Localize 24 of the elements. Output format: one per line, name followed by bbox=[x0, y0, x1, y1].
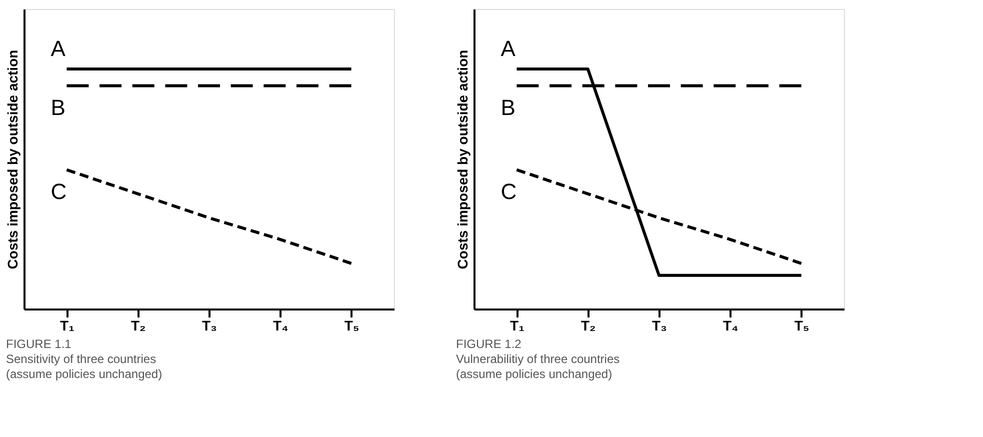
series-label: A bbox=[50, 36, 66, 61]
x-tick-label: T₂ bbox=[130, 318, 146, 334]
x-tick-label: T₄ bbox=[273, 318, 288, 334]
text: (assume policies unchanged) bbox=[6, 367, 162, 381]
x-tick-label: T₅ bbox=[794, 318, 810, 334]
x-tick-label: T₃ bbox=[202, 318, 218, 334]
series-label: B bbox=[50, 94, 66, 120]
series-label: C bbox=[50, 178, 67, 204]
series-label: C bbox=[500, 178, 517, 204]
text: (assume policies unchanged) bbox=[456, 367, 612, 381]
x-tick-label: T₁ bbox=[60, 318, 75, 334]
caption: FIGURE 1.2 bbox=[456, 337, 522, 351]
y-axis-title: Costs imposed by outside action bbox=[4, 50, 20, 270]
text: Sensitivity of three countries bbox=[6, 352, 156, 366]
text: Vulnerabilitiy of three countries bbox=[456, 352, 620, 366]
series-label: B bbox=[500, 94, 516, 120]
x-tick-label: T₄ bbox=[723, 318, 738, 334]
x-tick-label: T₅ bbox=[344, 318, 360, 334]
caption: FIGURE 1.1 bbox=[6, 337, 72, 351]
x-tick-label: T₁ bbox=[510, 318, 525, 334]
x-tick-label: T₂ bbox=[580, 318, 596, 334]
y-axis-title: Costs imposed by outside action bbox=[454, 50, 470, 270]
x-tick-label: T₃ bbox=[652, 318, 668, 334]
series-label: A bbox=[500, 36, 516, 61]
